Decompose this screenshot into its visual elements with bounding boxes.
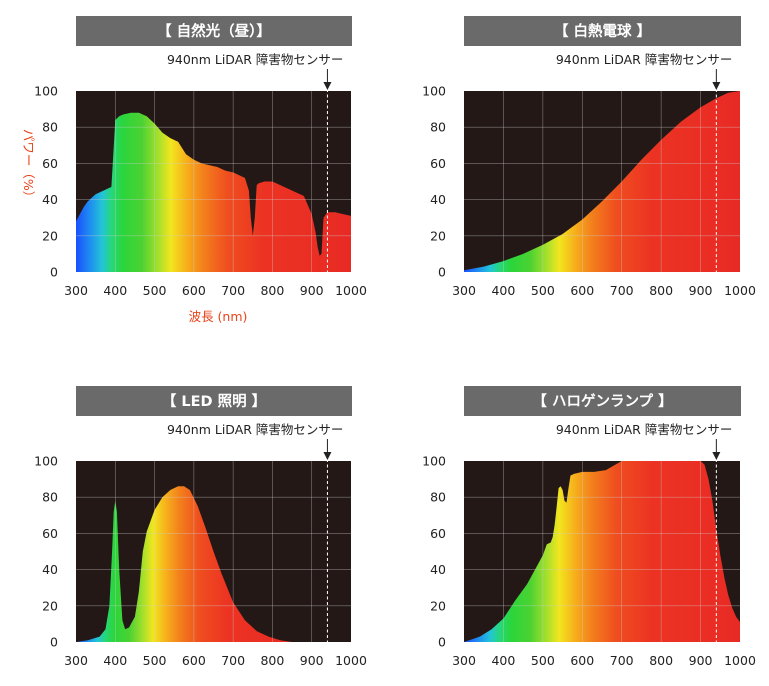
- sensor-arrow-icon: [712, 452, 721, 460]
- chart-panel-3: 【 LED 照明 】 300 400 500 600 700 800 900 1000 0 20 40…: [34, 386, 367, 668]
- panel-title: 【 ハロゲンランプ 】: [532, 392, 672, 410]
- sensor-arrow-icon: [323, 452, 332, 460]
- y-tick-label: 40: [42, 192, 58, 207]
- sensor-label: 940nm LiDAR 障害物センサー: [167, 52, 343, 67]
- x-tick-label: 400: [103, 653, 127, 668]
- spectrum-area: [464, 91, 740, 272]
- y-tick-label: 60: [430, 526, 446, 541]
- x-tick-label: 500: [531, 283, 555, 298]
- panel-title-bar: [464, 386, 741, 416]
- x-tick-label: 800: [260, 653, 284, 668]
- chart-panel-4: 【 ハロゲンランプ 】 300 400 500 600 700 800 900 1000 0 20 4…: [422, 386, 756, 668]
- y-tick-label: 40: [430, 562, 446, 577]
- x-tick-label: 400: [491, 653, 515, 668]
- x-tick-label: 500: [143, 283, 167, 298]
- y-tick-label: 100: [422, 454, 446, 469]
- x-tick-label: 700: [221, 653, 245, 668]
- x-tick-label: 900: [689, 653, 713, 668]
- chart-panel-1: 【 自然光（昼）】 300 400 500 600 700 800 900 1000 0 20 40 6…: [34, 16, 367, 298]
- sensor-label: 940nm LiDAR 障害物センサー: [556, 422, 732, 437]
- y-tick-label: 80: [430, 120, 446, 135]
- y-tick-label: 60: [42, 526, 58, 541]
- sensor-label: 940nm LiDAR 障害物センサー: [167, 422, 343, 437]
- x-tick-label: 400: [491, 283, 515, 298]
- y-tick-label: 100: [34, 454, 58, 469]
- y-tick-label: 100: [422, 84, 446, 99]
- x-tick-label: 300: [452, 283, 476, 298]
- x-tick-label: 700: [610, 283, 634, 298]
- x-tick-label: 900: [300, 283, 324, 298]
- spectrum-area: [76, 112, 351, 272]
- y-tick-label: 20: [42, 228, 58, 243]
- x-tick-label: 600: [182, 653, 206, 668]
- x-tick-label: 1000: [724, 283, 756, 298]
- x-axis-label: 波長 (nm): [189, 309, 248, 324]
- x-tick-label: 300: [64, 653, 88, 668]
- x-tick-label: 300: [452, 653, 476, 668]
- y-tick-label: 0: [438, 265, 446, 280]
- x-tick-label: 700: [610, 653, 634, 668]
- x-tick-label: 900: [300, 653, 324, 668]
- sensor-arrow-icon: [323, 82, 332, 90]
- y-axis-label: パワー（%）: [21, 129, 36, 203]
- panel-title: 【 白熱電球 】: [554, 22, 651, 40]
- x-tick-label: 400: [103, 283, 127, 298]
- chart-panel-2: 【 白熱電球 】 300 400 500 600 700 800 900 1000 0 20 40 60…: [422, 16, 756, 298]
- panel-title-bar: [76, 16, 352, 46]
- y-tick-label: 40: [42, 562, 58, 577]
- x-tick-label: 600: [182, 283, 206, 298]
- x-tick-label: 600: [570, 283, 594, 298]
- panel-title-bar: [76, 386, 352, 416]
- y-tick-label: 60: [42, 156, 58, 171]
- x-tick-label: 500: [531, 653, 555, 668]
- panel-title: 【 LED 照明 】: [162, 393, 266, 410]
- x-tick-label: 600: [570, 653, 594, 668]
- panel-title: 【 自然光（昼）】: [157, 22, 271, 40]
- y-tick-label: 20: [430, 598, 446, 613]
- y-tick-label: 0: [438, 635, 446, 650]
- y-tick-label: 80: [42, 120, 58, 135]
- panel-title-bar: [464, 16, 741, 46]
- spectrum-area: [76, 486, 300, 642]
- y-tick-label: 100: [34, 84, 58, 99]
- x-tick-label: 800: [260, 283, 284, 298]
- sensor-label: 940nm LiDAR 障害物センサー: [556, 52, 732, 67]
- y-tick-label: 80: [42, 490, 58, 505]
- y-tick-label: 0: [50, 265, 58, 280]
- x-tick-label: 1000: [335, 653, 367, 668]
- x-tick-label: 700: [221, 283, 245, 298]
- y-tick-label: 80: [430, 490, 446, 505]
- x-tick-label: 1000: [335, 283, 367, 298]
- x-tick-label: 1000: [724, 653, 756, 668]
- y-tick-label: 0: [50, 635, 58, 650]
- x-tick-label: 800: [649, 653, 673, 668]
- x-tick-label: 800: [649, 283, 673, 298]
- y-tick-label: 20: [42, 598, 58, 613]
- x-tick-label: 500: [143, 653, 167, 668]
- y-tick-label: 20: [430, 228, 446, 243]
- sensor-arrow-icon: [712, 82, 721, 90]
- y-tick-label: 40: [430, 192, 446, 207]
- y-tick-label: 60: [430, 156, 446, 171]
- x-tick-label: 300: [64, 283, 88, 298]
- x-tick-label: 900: [689, 283, 713, 298]
- spectrum-area: [464, 461, 740, 642]
